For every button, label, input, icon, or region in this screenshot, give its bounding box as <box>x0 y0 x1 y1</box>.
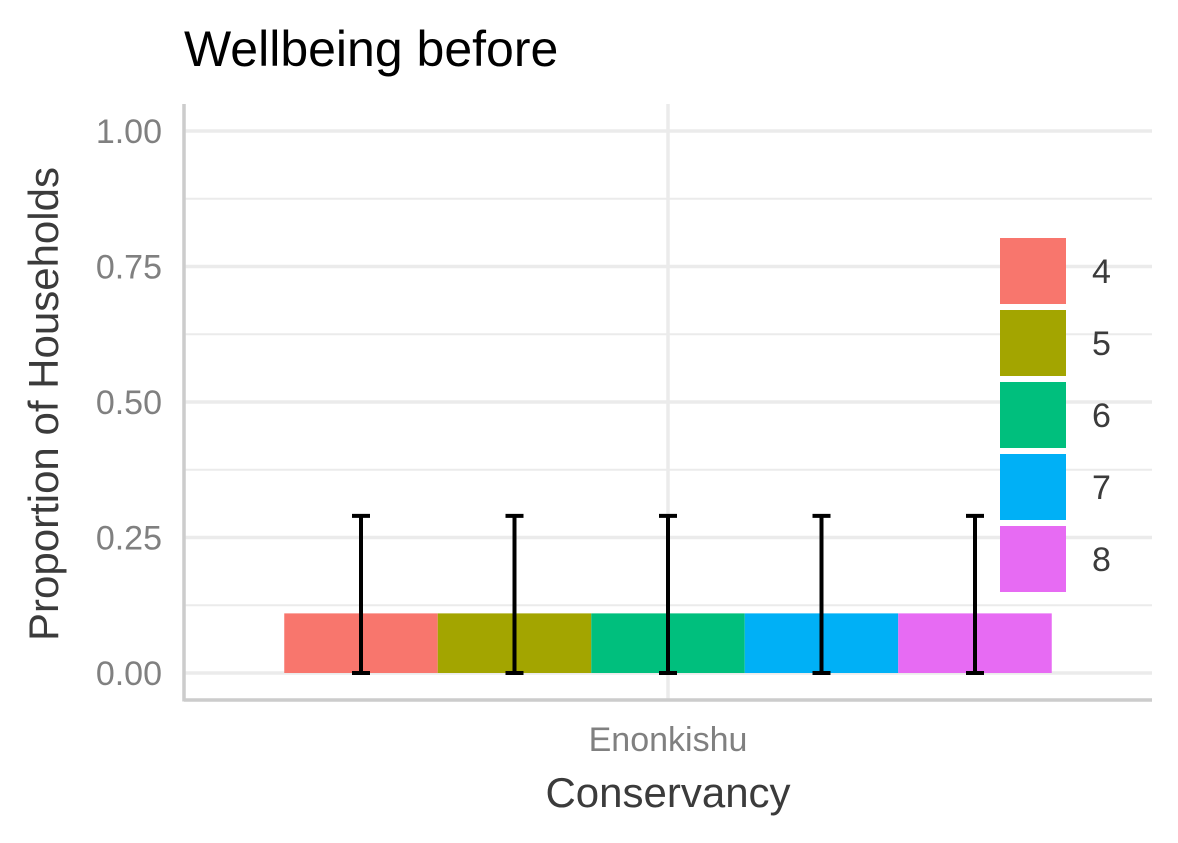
chart-title: Wellbeing before <box>184 21 558 77</box>
legend-label: 6 <box>1092 397 1111 435</box>
error-bar-4 <box>352 513 370 675</box>
legend-item-4: 4 <box>1000 238 1111 304</box>
legend-item-6: 6 <box>1000 382 1111 448</box>
legend-label: 5 <box>1092 325 1111 363</box>
legend-item-7: 7 <box>1000 454 1111 520</box>
legend-item-8: 8 <box>1000 526 1111 592</box>
error-bar-5 <box>505 513 524 675</box>
legend-key <box>1000 382 1066 448</box>
x-axis-label: Conservancy <box>545 769 790 816</box>
y-tick-label: 0.75 <box>96 249 162 287</box>
y-tick-label: 1.00 <box>96 113 162 151</box>
legend-label: 8 <box>1092 541 1111 579</box>
x-ticks: Enonkishu <box>589 721 748 759</box>
y-tick-label: 0.25 <box>96 520 162 558</box>
x-tick-label: Enonkishu <box>589 721 748 759</box>
error-bars <box>352 513 984 675</box>
legend: 4 5 6 7 8 <box>1000 238 1111 592</box>
axes <box>182 104 1152 702</box>
legend-label: 7 <box>1092 469 1111 507</box>
y-tick-label: 0.00 <box>96 655 162 693</box>
error-bar-7 <box>812 513 831 675</box>
legend-label: 4 <box>1092 253 1111 291</box>
legend-key <box>1000 238 1066 304</box>
legend-key <box>1000 454 1066 520</box>
y-tick-label: 0.50 <box>96 384 162 422</box>
legend-key <box>1000 526 1066 592</box>
error-bar-6 <box>659 513 677 675</box>
legend-item-5: 5 <box>1000 310 1111 376</box>
legend-key <box>1000 310 1066 376</box>
y-ticks: 0.00 0.25 0.50 0.75 1.00 <box>96 113 162 693</box>
error-bar-8 <box>966 513 984 675</box>
y-axis-label: Proportion of Households <box>20 167 67 641</box>
